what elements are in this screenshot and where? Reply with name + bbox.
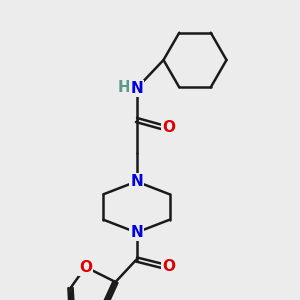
Text: N: N — [130, 174, 143, 189]
Text: O: O — [162, 120, 176, 135]
Text: O: O — [162, 259, 176, 274]
Text: H: H — [118, 80, 130, 94]
Text: N: N — [130, 225, 143, 240]
Text: N: N — [130, 81, 143, 96]
Text: O: O — [79, 260, 92, 274]
